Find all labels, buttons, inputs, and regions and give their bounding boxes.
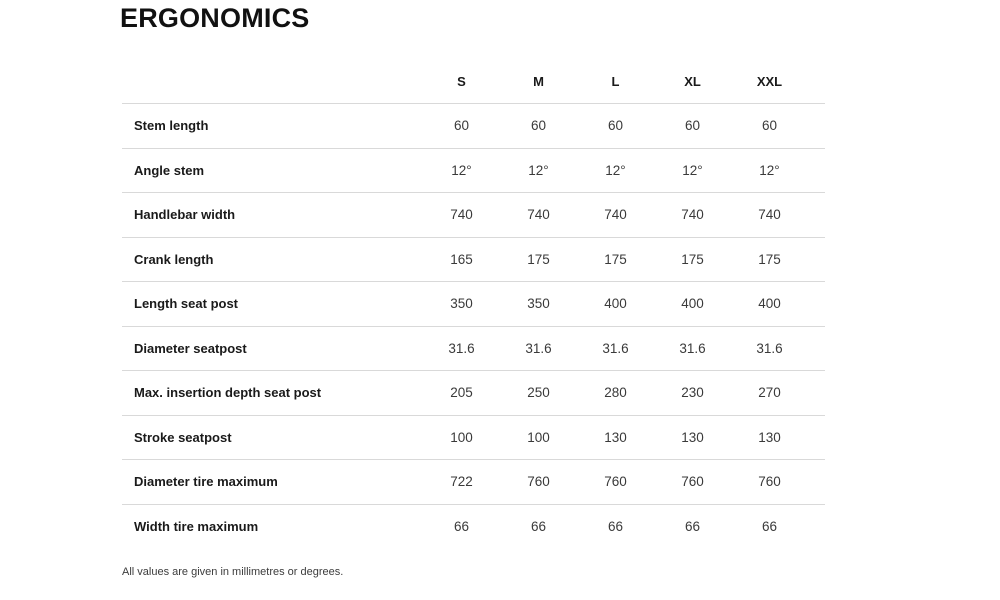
table-row: Stroke seatpost 100 100 130 130 130 — [122, 416, 825, 460]
cell-value: 60 — [761, 118, 778, 134]
cell-value: 100 — [450, 429, 473, 445]
cell-value: 31.6 — [602, 340, 629, 356]
row-spacer — [808, 238, 825, 282]
row-label: Crank length — [134, 251, 214, 267]
cell-value: 350 — [450, 296, 473, 312]
row-label: Length seat post — [134, 296, 239, 312]
cell-value: 12° — [682, 162, 703, 178]
cell-value: 740 — [604, 207, 627, 223]
row-spacer — [808, 505, 825, 550]
column-header-xl: XL — [684, 74, 701, 89]
table-row: Crank length 165 175 175 175 175 — [122, 238, 825, 282]
cell-value: 760 — [527, 474, 550, 490]
cell-value: 66 — [453, 519, 470, 535]
cell-value: 400 — [758, 296, 781, 312]
table-row: Handlebar width 740 740 740 740 740 — [122, 193, 825, 238]
cell-value: 60 — [684, 118, 701, 134]
table-row: Max. insertion depth seat post 205 250 280 2… — [122, 371, 825, 416]
cell-value: 60 — [607, 118, 624, 134]
table-row: Stem length 60 60 60 60 60 — [122, 104, 825, 149]
column-header-l: L — [611, 74, 620, 89]
row-spacer — [808, 327, 825, 371]
cell-value: 31.6 — [448, 340, 475, 356]
row-spacer — [808, 460, 825, 504]
cell-value: 12° — [528, 162, 549, 178]
cell-value: 175 — [758, 251, 781, 267]
cell-value: 760 — [681, 474, 704, 490]
cell-value: 165 — [450, 251, 473, 267]
cell-value: 175 — [527, 251, 550, 267]
cell-value: 12° — [451, 162, 472, 178]
table-header-row: S M L XL XXL — [122, 60, 825, 104]
cell-value: 230 — [681, 385, 704, 401]
cell-value: 66 — [530, 519, 547, 535]
ergonomics-section: ERGONOMICS S M L XL XXL Stem length 60 60 60 60 60… — [120, 0, 830, 578]
row-label: Handlebar width — [134, 207, 236, 223]
column-header-s: S — [457, 74, 466, 89]
cell-value: 130 — [681, 429, 704, 445]
cell-value: 270 — [758, 385, 781, 401]
table-row: Length seat post 350 350 400 400 400 — [122, 282, 825, 327]
table-row: Diameter seatpost 31.6 31.6 31.6 31.6 31.6 — [122, 327, 825, 371]
page-title: ERGONOMICS — [120, 3, 310, 33]
row-label: Width tire maximum — [134, 519, 259, 535]
cell-value: 350 — [527, 296, 550, 312]
row-spacer — [808, 60, 825, 103]
cell-value: 31.6 — [679, 340, 706, 356]
row-spacer — [808, 416, 825, 460]
cell-value: 12° — [605, 162, 626, 178]
cell-value: 175 — [681, 251, 704, 267]
row-label: Stroke seatpost — [134, 429, 232, 445]
cell-value: 740 — [758, 207, 781, 223]
row-label: Stem length — [134, 118, 209, 134]
cell-value: 250 — [527, 385, 550, 401]
row-label: Max. insertion depth seat post — [134, 385, 322, 401]
cell-value: 760 — [758, 474, 781, 490]
cell-value: 60 — [530, 118, 547, 134]
table-row: Width tire maximum 66 66 66 66 66 — [122, 505, 825, 550]
cell-value: 31.6 — [756, 340, 783, 356]
table-row: Angle stem 12° 12° 12° 12° 12° — [122, 149, 825, 193]
row-spacer — [808, 193, 825, 237]
cell-value: 31.6 — [525, 340, 552, 356]
cell-value: 100 — [527, 429, 550, 445]
cell-value: 722 — [450, 474, 473, 490]
cell-value: 400 — [681, 296, 704, 312]
cell-value: 130 — [604, 429, 627, 445]
column-header-m: M — [533, 74, 544, 89]
row-spacer — [808, 282, 825, 326]
cell-value: 740 — [527, 207, 550, 223]
cell-value: 66 — [607, 519, 624, 535]
row-label: Angle stem — [134, 162, 205, 178]
cell-value: 130 — [758, 429, 781, 445]
row-label: Diameter tire maximum — [134, 474, 278, 490]
row-label: Diameter seatpost — [134, 340, 247, 356]
cell-value: 760 — [604, 474, 627, 490]
row-spacer — [808, 371, 825, 415]
cell-value: 12° — [759, 162, 780, 178]
cell-value: 740 — [681, 207, 704, 223]
row-spacer — [808, 149, 825, 193]
column-header-xxl: XXL — [756, 74, 783, 89]
cell-value: 60 — [453, 118, 470, 134]
cell-value: 205 — [450, 385, 473, 401]
cell-value: 400 — [604, 296, 627, 312]
cell-value: 740 — [450, 207, 473, 223]
table-row: Diameter tire maximum 722 760 760 760 760 — [122, 460, 825, 505]
cell-value: 175 — [604, 251, 627, 267]
cell-value: 280 — [604, 385, 627, 401]
cell-value: 66 — [684, 519, 701, 535]
ergonomics-table: S M L XL XXL Stem length 60 60 60 60 60 Angle stem 1… — [122, 60, 825, 549]
row-spacer — [808, 104, 825, 148]
cell-value: 66 — [761, 519, 778, 535]
footnote: All values are given in millimetres or d… — [122, 566, 344, 578]
